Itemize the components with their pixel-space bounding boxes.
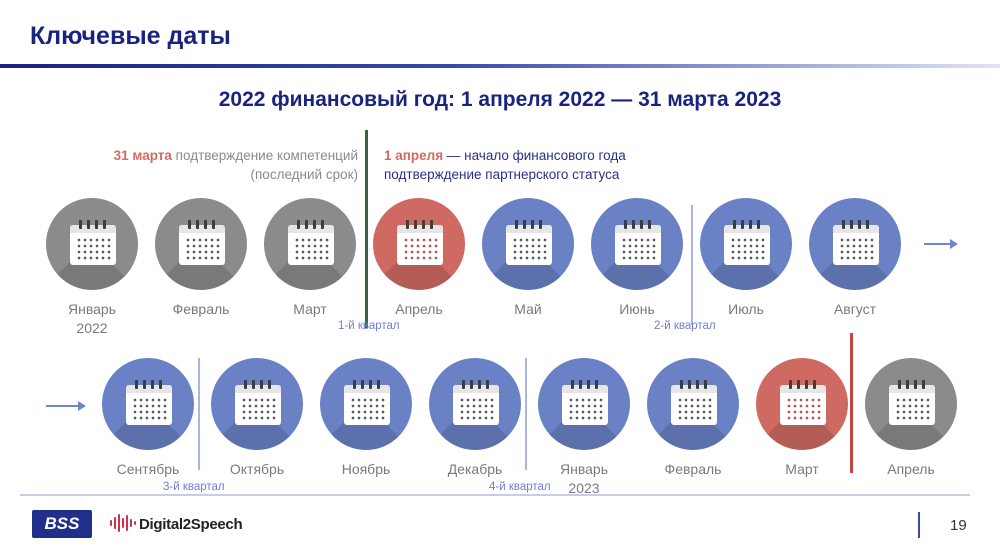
month-label: Февраль [172, 301, 230, 317]
note-fiscal-start: 1 апреля — начало финансового года подтв… [384, 146, 704, 184]
month-circle [538, 358, 630, 450]
calendar-icon [562, 380, 608, 425]
quarter-label-q3: 3-й квартал [163, 481, 225, 493]
month-label: Март [293, 301, 327, 317]
bss-logo: BSS [32, 510, 92, 538]
month-circle [591, 198, 683, 290]
month-label: Март [785, 461, 819, 477]
month-circle [865, 358, 957, 450]
month-label: Апрель [395, 301, 443, 317]
fiscal-year-start-divider [365, 130, 368, 328]
month-circle [482, 198, 574, 290]
slide-title: Ключевые даты [30, 22, 231, 50]
calendar-icon [126, 380, 172, 425]
note-left-text: подтверждение компетенций [171, 148, 358, 163]
calendar-icon [235, 380, 281, 425]
footer-divider [20, 494, 970, 496]
note-left-line2: (последний срок) [250, 167, 359, 182]
calendar-icon [506, 220, 552, 265]
calendar-icon [671, 380, 717, 425]
quarter-divider-q3-q4 [525, 358, 527, 470]
month-circle [102, 358, 194, 450]
calendar-icon [780, 380, 826, 425]
month-label: Январь 2023 [560, 461, 608, 496]
month-label: Декабрь [447, 461, 503, 477]
month-circle [756, 358, 848, 450]
month-circle [264, 198, 356, 290]
quarter-label-q4: 4-й квартал [489, 481, 551, 493]
month-circle [155, 198, 247, 290]
month-circle [320, 358, 412, 450]
quarter-label-q1: 1-й квартал [338, 320, 400, 332]
month-label: Октябрь [229, 461, 285, 477]
month-label: Апрель [887, 461, 935, 477]
month-circle [373, 198, 465, 290]
calendar-icon [615, 220, 661, 265]
calendar-icon [397, 220, 443, 265]
month-circle [700, 198, 792, 290]
calendar-icon [889, 380, 935, 425]
month-circle [647, 358, 739, 450]
calendar-icon [344, 380, 390, 425]
calendar-icon [833, 220, 879, 265]
month-circle [211, 358, 303, 450]
quarter-label-q2: 2-й квартал [654, 320, 716, 332]
calendar-icon [288, 220, 334, 265]
month-circle [429, 358, 521, 450]
month-circle [809, 198, 901, 290]
continue-arrow-right [924, 239, 958, 249]
fiscal-year-subtitle: 2022 финансовый год: 1 апреля 2022 — 31 … [218, 88, 782, 111]
month-label: Февраль [664, 461, 722, 477]
calendar-icon [179, 220, 225, 265]
month-circle [46, 198, 138, 290]
note-right-text: — начало финансового года [443, 148, 626, 163]
month-label: Ноябрь [341, 461, 391, 477]
title-underline [0, 64, 1000, 68]
month-label: Май [514, 301, 542, 317]
month-label: Июль [728, 301, 764, 317]
quarter-divider-q2-q3 [198, 358, 200, 470]
fiscal-year-end-divider [850, 333, 853, 473]
brand-name: Digital2Speech [139, 516, 243, 533]
month-label: Январь 2022 [68, 301, 116, 336]
note-right-line2: подтверждение партнерского статуса [384, 167, 620, 182]
page-number: 19 [950, 517, 967, 534]
continue-arrow-left [46, 401, 86, 411]
month-label: Август [833, 301, 877, 317]
calendar-icon [70, 220, 116, 265]
calendar-icon [724, 220, 770, 265]
note-right-highlight: 1 апреля [384, 148, 444, 163]
soundwave-icon [110, 514, 136, 532]
page-number-bar [918, 512, 920, 538]
calendar-icon [453, 380, 499, 425]
quarter-divider-q1-q2 [691, 205, 693, 325]
note-competency-deadline: 31 марта подтверждение компетенций (посл… [40, 146, 358, 184]
month-label: Июнь [619, 301, 655, 317]
note-left-highlight: 31 марта [113, 148, 172, 163]
month-label: Сентябрь [116, 461, 180, 477]
